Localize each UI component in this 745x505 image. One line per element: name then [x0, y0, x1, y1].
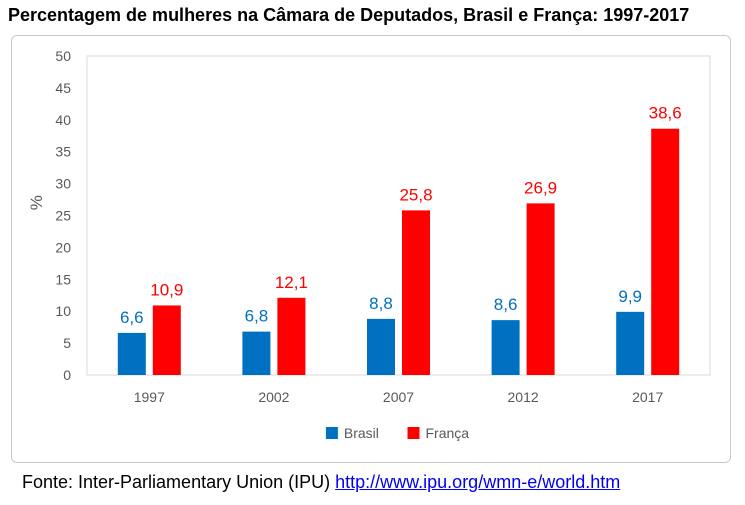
bar-frança-2007 [402, 210, 430, 375]
x-tick-label: 2002 [258, 389, 289, 405]
data-label: 25,8 [399, 185, 432, 204]
x-tick-label: 2017 [632, 389, 663, 405]
plot-area [86, 55, 711, 376]
y-tick-label: 0 [63, 367, 71, 383]
bar-chart: 0 5 10 15 20 25 30 35 40 45 50% 6,6 10,9 1997 6,8 12,1 2… [27, 48, 711, 441]
y-tick-label: 15 [55, 271, 71, 287]
bar-frança-2012 [526, 203, 555, 375]
data-label: 38,6 [649, 104, 682, 123]
legend-swatch [325, 427, 338, 439]
y-tick-label: 50 [55, 48, 71, 64]
source-note: Fonte: Inter-Parliamentary Union (IPU) h… [22, 472, 620, 493]
y-tick-label: 5 [63, 335, 71, 351]
chart-title: Percentagem de mulheres na Câmara de Dep… [8, 5, 690, 25]
source-link[interactable]: http://www.ipu.org/wmn-e/world.htm [335, 472, 621, 492]
x-tick-label: 2007 [383, 389, 414, 405]
bar-brasil-2012 [491, 320, 520, 375]
bar-brasil-2017 [616, 311, 645, 375]
y-tick-label: 45 [55, 80, 71, 96]
y-tick-label: 20 [55, 239, 71, 255]
bar-brasil-2002 [242, 331, 271, 375]
data-label: 8,6 [494, 295, 518, 314]
y-tick-label: 10 [55, 303, 71, 319]
source-text: Fonte: Inter-Parliamentary Union (IPU) [22, 472, 336, 492]
legend-label: Brasil [344, 425, 379, 441]
x-tick-label: 2012 [508, 389, 539, 405]
y-tick-label: 35 [55, 144, 71, 160]
bar-brasil-1997 [117, 332, 146, 375]
data-label: 6,6 [120, 308, 144, 327]
y-tick-label: 30 [55, 176, 71, 192]
chart-frame: 0 5 10 15 20 25 30 35 40 45 50% 6,6 10,9 1997 6,8 12,1 2… [11, 35, 731, 463]
bar-frança-1997 [152, 305, 181, 375]
data-label: 26,9 [524, 178, 557, 197]
legend-swatch [407, 427, 420, 439]
bar-frança-2017 [651, 128, 680, 375]
y-tick-label: 40 [55, 112, 71, 128]
x-tick-label: 1997 [134, 389, 165, 405]
y-axis-label: % [27, 195, 46, 210]
data-label: 6,8 [245, 307, 269, 326]
bar-frança-2002 [277, 297, 306, 375]
data-label: 12,1 [275, 273, 308, 292]
bar-brasil-2007 [367, 318, 395, 375]
data-label: 8,8 [369, 294, 393, 313]
data-label: 10,9 [150, 280, 183, 299]
legend-label: França [426, 425, 470, 441]
data-label: 9,9 [618, 287, 642, 306]
y-tick-label: 25 [55, 208, 71, 224]
